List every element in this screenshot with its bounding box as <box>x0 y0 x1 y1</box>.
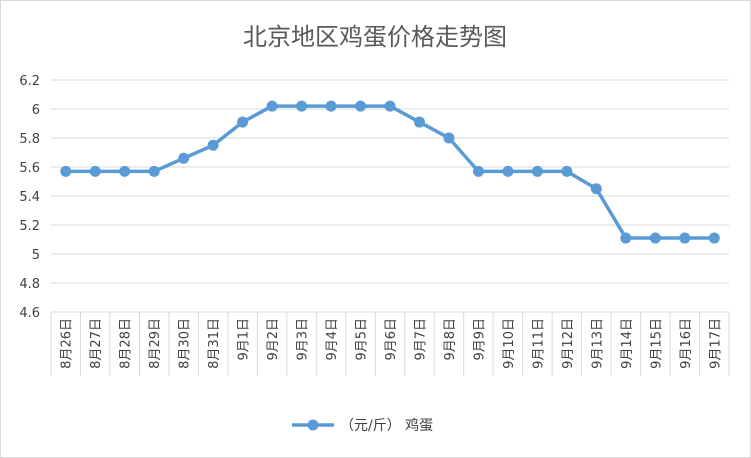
x-tick-label: 9月15日 <box>649 318 664 369</box>
data-point <box>561 165 573 177</box>
x-axis: 8月26日 8月27日 8月28日 8月29日 8月30日 8月31日 9月1日 9月2日 9月… <box>50 312 730 376</box>
data-point <box>237 116 249 128</box>
data-point <box>178 152 190 164</box>
data-point <box>89 165 101 177</box>
data-point <box>325 100 337 112</box>
data-point <box>413 116 425 128</box>
legend: （元/斤） 鸡蛋 <box>292 417 433 434</box>
data-point <box>266 100 278 112</box>
y-axis: 4.6 4.8 5 5.2 5.4 5.6 5.8 6 6.2 <box>19 74 40 321</box>
x-tick-label: 9月10日 <box>502 318 517 369</box>
x-tick-label: 8月29日 <box>148 318 163 369</box>
data-point <box>679 232 691 244</box>
series-egg-price <box>60 100 720 244</box>
grid-lines <box>51 79 729 313</box>
data-point <box>207 139 219 151</box>
data-point <box>590 183 602 195</box>
y-tick-label: 6.2 <box>19 74 40 89</box>
y-tick-label: 6 <box>32 103 40 118</box>
y-tick-label: 5 <box>32 248 40 263</box>
x-tick-label: 8月26日 <box>60 318 75 369</box>
x-tick-label: 9月7日 <box>413 318 428 361</box>
data-point <box>708 232 720 244</box>
x-tick-label: 8月30日 <box>178 318 193 369</box>
data-point <box>649 232 661 244</box>
x-tick-label: 9月6日 <box>384 318 399 361</box>
data-point <box>443 132 455 144</box>
x-tick-label: 9月13日 <box>590 318 605 369</box>
data-point <box>531 165 543 177</box>
x-tick-label: 9月1日 <box>237 318 252 361</box>
x-tick-label: 9月3日 <box>296 318 311 361</box>
data-point <box>384 100 396 112</box>
x-tick-label: 8月31日 <box>207 318 222 369</box>
data-point <box>296 100 308 112</box>
x-tick-label: 9月5日 <box>355 318 370 361</box>
y-tick-label: 4.8 <box>19 277 40 292</box>
y-tick-label: 5.2 <box>19 219 40 234</box>
x-tick-label: 9月17日 <box>708 318 723 369</box>
x-tick-label: 9月11日 <box>531 318 546 369</box>
data-point <box>472 165 484 177</box>
x-tick-label: 9月14日 <box>620 318 635 369</box>
y-tick-label: 5.8 <box>19 132 40 147</box>
data-point <box>620 232 632 244</box>
data-point <box>60 165 72 177</box>
data-point <box>502 165 514 177</box>
data-point <box>119 165 131 177</box>
legend-label: （元/斤） 鸡蛋 <box>340 417 433 434</box>
x-tick-label: 9月16日 <box>679 318 694 369</box>
data-point <box>355 100 367 112</box>
x-tick-label: 9月8日 <box>443 318 458 361</box>
legend-marker <box>307 419 319 431</box>
x-tick-label: 9月2日 <box>266 318 281 361</box>
y-tick-label: 5.4 <box>19 190 40 205</box>
x-tick-label: 9月9日 <box>472 318 487 361</box>
y-tick-label: 4.6 <box>19 306 40 321</box>
data-point <box>148 165 160 177</box>
x-tick-label: 9月4日 <box>325 318 340 361</box>
x-tick-label: 8月27日 <box>89 318 104 369</box>
x-tick-label: 9月12日 <box>561 318 576 369</box>
chart-title: 北京地区鸡蛋价格走势图 <box>243 23 507 51</box>
series-line <box>65 104 715 240</box>
x-tick-label: 8月28日 <box>119 318 134 369</box>
y-tick-label: 5.6 <box>19 161 40 176</box>
